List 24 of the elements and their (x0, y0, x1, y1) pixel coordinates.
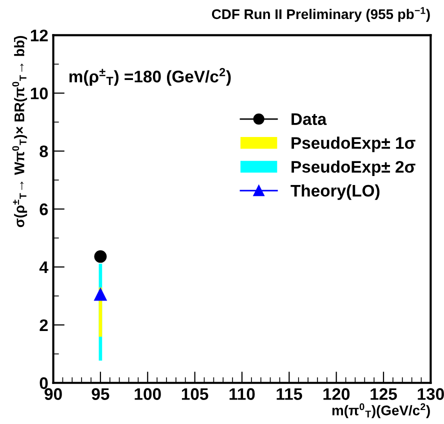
y-tick-label: 10 (30, 88, 48, 100)
text: σ(ρ$^{±}$$_{T}$→ Wπ$^{0}$$_{T}$)× BR(π$^{0}$$_{T}$→ bb̄) (12, 36, 28, 228)
x-tick-label: 95 (92, 388, 110, 400)
x-tick-label: 110 (230, 388, 255, 400)
y-tick-label: 2 (40, 319, 48, 331)
legend-label: PseudoExp± 2σ (292, 160, 416, 176)
x-tick-label: 115 (276, 388, 302, 400)
y-tick-label: 8 (40, 145, 48, 158)
x-tick-label: 125 (370, 388, 397, 400)
x-tick-label: 105 (182, 388, 208, 400)
y-tick-label: 6 (40, 203, 48, 216)
x-axis-title: m(π$^{0}$$_{T}$)(GeV/c$^{2}$) (332, 403, 430, 418)
annotation: m(ρ$^{±}$$_{T}$) =180 (GeV/c$^{2}$) (69, 68, 231, 86)
legend-label: Theory(LO) (290, 184, 380, 200)
y-tick-label: 12 (30, 30, 48, 42)
x-tick-label: 100 (134, 388, 161, 400)
x-tick-label: 130 (418, 388, 444, 400)
legend-label: PseudoExp± 1σ (292, 136, 416, 152)
x-tick-label: 90 (44, 388, 62, 400)
x-tick-label: 120 (323, 388, 350, 400)
legend-label: Data (292, 113, 327, 126)
chart-title: CDF Run II Preliminary (955 pb$^{−1}$) (212, 7, 430, 22)
y-tick-label: 0 (40, 377, 48, 390)
y-tick-label: 4 (39, 262, 48, 274)
